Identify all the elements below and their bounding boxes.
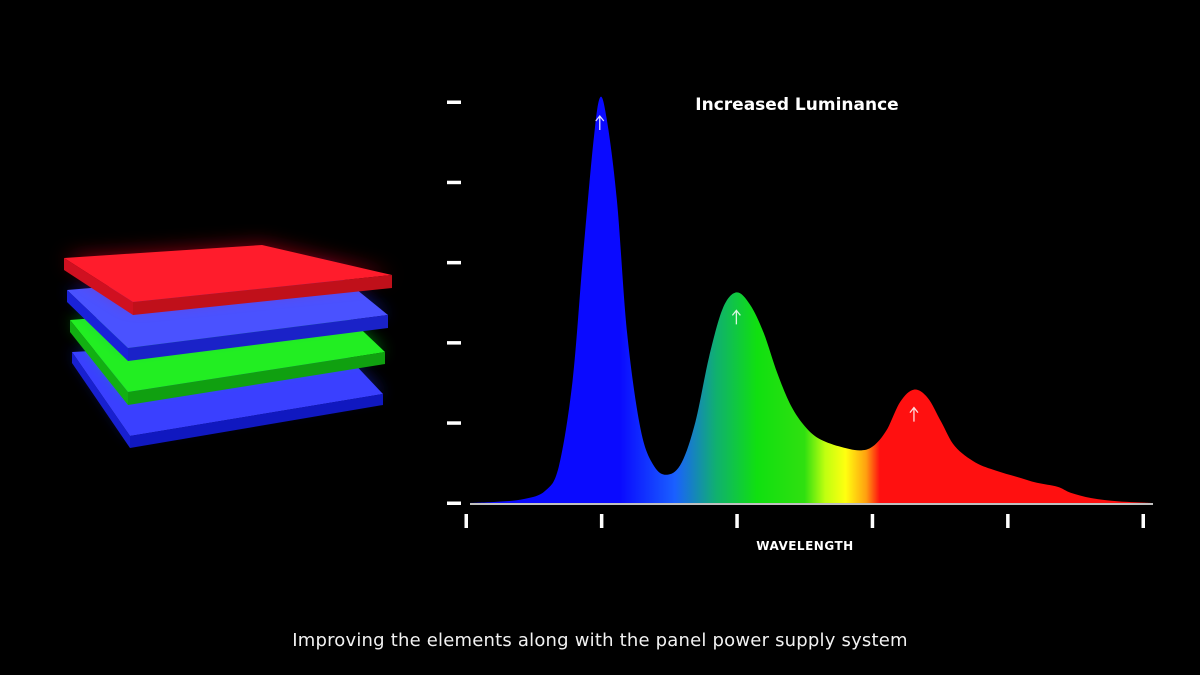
x-tick (1006, 514, 1010, 528)
spectrum-area (470, 96, 1153, 503)
caption-text: Improving the elements along with the pa… (292, 630, 908, 651)
y-tick (447, 260, 461, 265)
chart-title: Increased Luminance (695, 95, 898, 115)
x-tick (464, 514, 468, 528)
x-axis-ticks (464, 514, 1145, 528)
peak-arrow-red (909, 406, 919, 422)
stack-layer-red-top (64, 245, 392, 315)
y-tick (447, 501, 461, 505)
rgb-layer-stack-illustration (64, 245, 392, 448)
x-tick (735, 514, 739, 528)
x-axis-label: WAVELENGTH (756, 539, 853, 553)
y-axis-ticks (447, 100, 461, 505)
y-tick (447, 341, 461, 345)
peak-arrow-green (731, 309, 741, 325)
x-tick (1141, 514, 1145, 528)
y-tick (447, 100, 461, 104)
y-tick (447, 180, 461, 185)
x-tick (599, 514, 604, 528)
peak-arrow-blue (595, 114, 605, 130)
x-tick (870, 514, 875, 528)
peak-arrows (595, 114, 919, 422)
y-tick (447, 421, 461, 425)
